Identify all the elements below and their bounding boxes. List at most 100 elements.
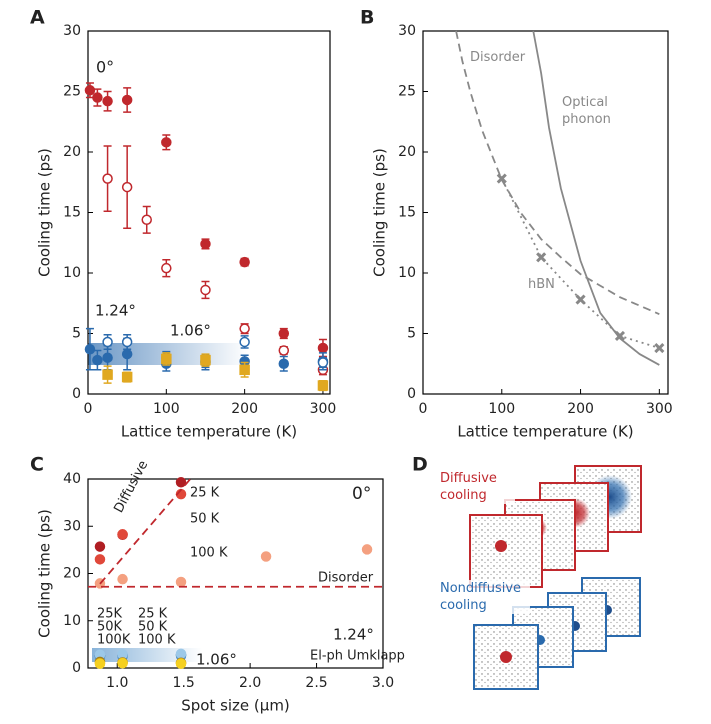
x-axis-label: Spot size (μm) [181, 697, 290, 715]
y-tick-label: 0 [72, 660, 81, 676]
hotspot [500, 651, 512, 663]
marker [317, 342, 329, 354]
y-tick-label: 30 [63, 518, 81, 534]
marker [84, 343, 96, 355]
y-tick-label: 20 [398, 144, 416, 160]
y-tick-label: 25 [398, 84, 416, 100]
y-axis-label: Cooling time (ps) [36, 509, 54, 638]
y-tick-label: 40 [63, 471, 81, 487]
x-tick-label: 2.5 [305, 675, 327, 691]
marker [117, 658, 128, 669]
marker [239, 364, 250, 376]
marker [92, 92, 103, 103]
marker [121, 336, 133, 348]
marker [161, 137, 172, 148]
annotation: 1.24° [333, 626, 374, 644]
marker [141, 214, 152, 226]
diagram-d [469, 465, 642, 690]
y-tick-label: 20 [63, 144, 81, 160]
marker [94, 554, 106, 565]
plot-frame [422, 30, 669, 395]
y-tick-label: 5 [407, 326, 416, 342]
x-tick-label: 0 [419, 401, 428, 417]
series-label: Disorder [318, 571, 374, 586]
marker [200, 354, 211, 366]
marker [175, 648, 187, 660]
marker [496, 173, 507, 184]
annotation: 1.06° [170, 322, 211, 340]
marker [278, 358, 290, 369]
annotation: El-ph Umklapp [310, 649, 405, 664]
marker [94, 541, 106, 552]
x-tick-label: 300 [646, 401, 673, 417]
y-tick-label: 0 [407, 386, 416, 402]
y-axis-label: Cooling time (ps) [36, 148, 54, 277]
marker [278, 345, 290, 356]
x-tick-label: 1.5 [173, 675, 195, 691]
x-axis-label: Lattice temperature (K) [457, 423, 633, 441]
hotspot [495, 540, 507, 552]
marker [161, 262, 172, 274]
y-tick-label: 10 [398, 265, 416, 281]
marker [102, 369, 113, 380]
x-tick-label: 300 [310, 401, 337, 417]
y-tick-label: 25 [63, 84, 81, 100]
group-label: Nondiffusive cooling [440, 580, 530, 614]
marker [92, 354, 103, 366]
series-label: 25 K [138, 607, 168, 622]
series-label: 25 K [190, 486, 220, 501]
series-label: Disorder [470, 50, 526, 65]
y-tick-label: 0 [72, 386, 81, 402]
x-tick-label: 200 [567, 401, 594, 417]
marker [102, 336, 113, 348]
y-tick-label: 30 [63, 23, 81, 39]
marker [117, 529, 128, 540]
marker [175, 576, 187, 588]
x-tick-label: 3.0 [372, 675, 394, 691]
y-tick-label: 5 [72, 326, 81, 342]
marker [175, 477, 187, 488]
annotation: 0° [96, 58, 114, 77]
group-label: Diffusive cooling [440, 470, 515, 504]
marker [317, 357, 329, 368]
panel-letter: B [360, 7, 374, 29]
series-label: 100 K [190, 546, 228, 561]
marker [239, 323, 250, 334]
series-label: 25K [97, 607, 123, 622]
marker [102, 352, 113, 363]
plot-frame [87, 30, 331, 395]
annotation: 0° [352, 484, 371, 504]
y-axis-label: Cooling time (ps) [371, 148, 389, 277]
x-tick-label: 1.0 [106, 675, 128, 691]
series-label: 100 K [138, 633, 176, 648]
annotation: 1.24° [95, 302, 136, 320]
marker [361, 544, 373, 555]
marker [117, 573, 128, 585]
x-tick-label: 0 [84, 401, 93, 417]
series-label: 100K [97, 633, 131, 648]
marker [654, 342, 665, 354]
marker [175, 658, 187, 669]
series-line [455, 30, 660, 315]
y-tick-label: 10 [63, 265, 81, 281]
marker [102, 173, 113, 184]
series-label: hBN [528, 277, 555, 292]
y-tick-label: 20 [63, 566, 81, 582]
series-line [532, 30, 660, 366]
marker [161, 353, 172, 365]
marker [239, 336, 250, 348]
annotation: 1.06° [196, 651, 237, 669]
x-axis-label: Lattice temperature (K) [121, 423, 297, 441]
series-label: 50 K [138, 620, 168, 635]
marker [260, 551, 272, 562]
x-tick-label: 2.0 [239, 675, 261, 691]
plot-frame [87, 478, 384, 669]
series-label: 50 K [190, 512, 220, 527]
series-label: Diffusive [111, 458, 151, 515]
marker [102, 95, 113, 107]
series-line [99, 478, 192, 585]
marker [121, 181, 133, 193]
marker [121, 94, 133, 106]
marker [200, 284, 211, 296]
